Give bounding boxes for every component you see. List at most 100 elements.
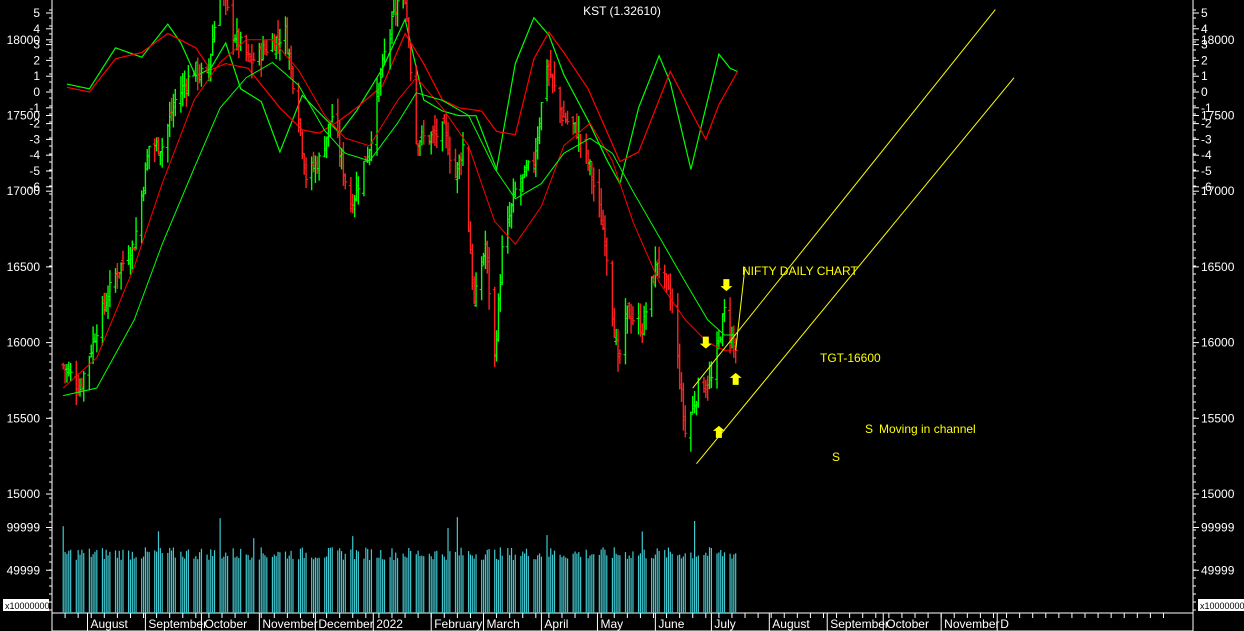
x-month-label: October [204, 617, 247, 631]
kst-y-tick-label-right: 5 [1201, 6, 1208, 20]
target-line [735, 266, 746, 351]
x-month-label: February [434, 617, 482, 631]
x-month-label: August [772, 617, 810, 631]
price-bar [173, 88, 178, 117]
x-month-label: 2022 [376, 617, 403, 631]
x-month-label: September [148, 617, 207, 631]
kst-y-tick-label-left: 3 [33, 38, 40, 52]
price-bar [474, 272, 479, 307]
price-bar [565, 110, 570, 125]
price-bar [223, 0, 225, 7]
price-bar [526, 160, 531, 171]
price-bar [421, 120, 426, 145]
price-bar [94, 324, 99, 353]
x-month-label: October [886, 617, 929, 631]
price-bar [225, 0, 230, 11]
price-bar [722, 299, 727, 323]
price-y-tick-label-right: 18000 [1201, 33, 1235, 47]
price-bar [134, 217, 139, 250]
price-bar [382, 38, 387, 66]
price-bar [408, 43, 413, 81]
price-bar [132, 247, 137, 251]
arrow-down-icon [699, 336, 712, 349]
arrow-up-icon [729, 372, 742, 385]
price-bar [277, 28, 282, 61]
volume-y-tick-label-right: 49999 [1201, 563, 1235, 577]
kst-y-tick-label-left: 4 [33, 22, 40, 36]
price-y-tick-label-right: 16500 [1201, 260, 1235, 274]
price-bar [343, 173, 348, 190]
price-bar [653, 246, 658, 288]
volume-panel [62, 517, 737, 613]
price-bar [644, 302, 649, 330]
x-month-label: May [600, 617, 623, 631]
kst-y-tick-label-left: -1 [29, 101, 40, 115]
kst-y-tick-label-right: 2 [1201, 53, 1208, 67]
price-bar [218, 0, 221, 26]
price-y-tick-label-left: 17000 [7, 184, 41, 198]
kst-y-tick-label-right: 4 [1201, 22, 1208, 36]
price-bar [617, 349, 622, 364]
price-bar [709, 361, 714, 389]
channel-upper-line [692, 9, 996, 389]
price-bar [68, 362, 73, 382]
price-bar [147, 145, 152, 170]
price-bar [264, 40, 269, 56]
ma-fast-line [62, 39, 736, 389]
price-bar [559, 106, 564, 127]
price-bar [587, 159, 592, 176]
kst-y-tick-label-right: -3 [1201, 132, 1212, 146]
price-y-tick-label-left: 17500 [7, 109, 41, 123]
price-bar [186, 65, 191, 97]
price-bar [688, 411, 693, 452]
price-bar [317, 152, 322, 181]
price-bar [657, 246, 662, 279]
price-y-tick-label-right: 17500 [1201, 109, 1235, 123]
price-bar [378, 67, 383, 96]
x-month-label: November [944, 617, 999, 631]
x-month-label: November [262, 617, 317, 631]
volume-unit-box-right [1198, 599, 1244, 611]
x-month-label: March [487, 617, 520, 631]
kst-y-tick-label-right: 0 [1201, 85, 1208, 99]
x-month-label: September [830, 617, 889, 631]
volume-unit-label-left: x10000000 [5, 601, 50, 611]
price-bar [395, 0, 400, 27]
channel-label: Moving in channel [879, 422, 976, 436]
price-y-tick-label-left: 15500 [7, 411, 41, 425]
support-label-2: S [865, 422, 873, 436]
price-bar [389, 11, 394, 45]
price-y-tick-label-left: 16000 [7, 336, 41, 350]
price-bar [683, 405, 688, 438]
target-label: TGT-16600 [820, 351, 881, 365]
chart-title-label: NIFTY DAILY CHART [742, 264, 858, 278]
x-month-label: August [90, 617, 128, 631]
kst-y-tick-label-right: -6 [1201, 180, 1212, 194]
volume-y-tick-label-left: 49999 [7, 563, 41, 577]
x-month-label: December [318, 617, 373, 631]
price-bar [604, 237, 609, 276]
price-panel [61, 0, 738, 452]
kst-y-tick-label-right: 1 [1201, 69, 1208, 83]
kst-y-tick-label-right: -5 [1201, 164, 1212, 178]
price-y-tick-label-right: 16000 [1201, 336, 1235, 350]
price-y-tick-label-left: 18000 [7, 33, 41, 47]
price-bar [130, 240, 135, 270]
kst-y-tick-label-left: -4 [29, 148, 40, 162]
x-month-label: June [658, 617, 684, 631]
price-bar [733, 338, 738, 364]
volume-unit-box-left [3, 599, 49, 611]
x-month-label: July [714, 617, 735, 631]
price-bar [591, 167, 596, 202]
price-bar [107, 270, 112, 308]
price-bar [402, 0, 404, 9]
price-bar [160, 137, 165, 168]
kst-y-tick-label-left: -5 [29, 164, 40, 178]
channel-lower-line [696, 77, 1015, 465]
price-bar [539, 102, 544, 131]
price-bar [251, 52, 256, 62]
volume-y-tick-label-right: 99999 [1201, 521, 1235, 535]
arrow-down-icon [720, 279, 733, 292]
